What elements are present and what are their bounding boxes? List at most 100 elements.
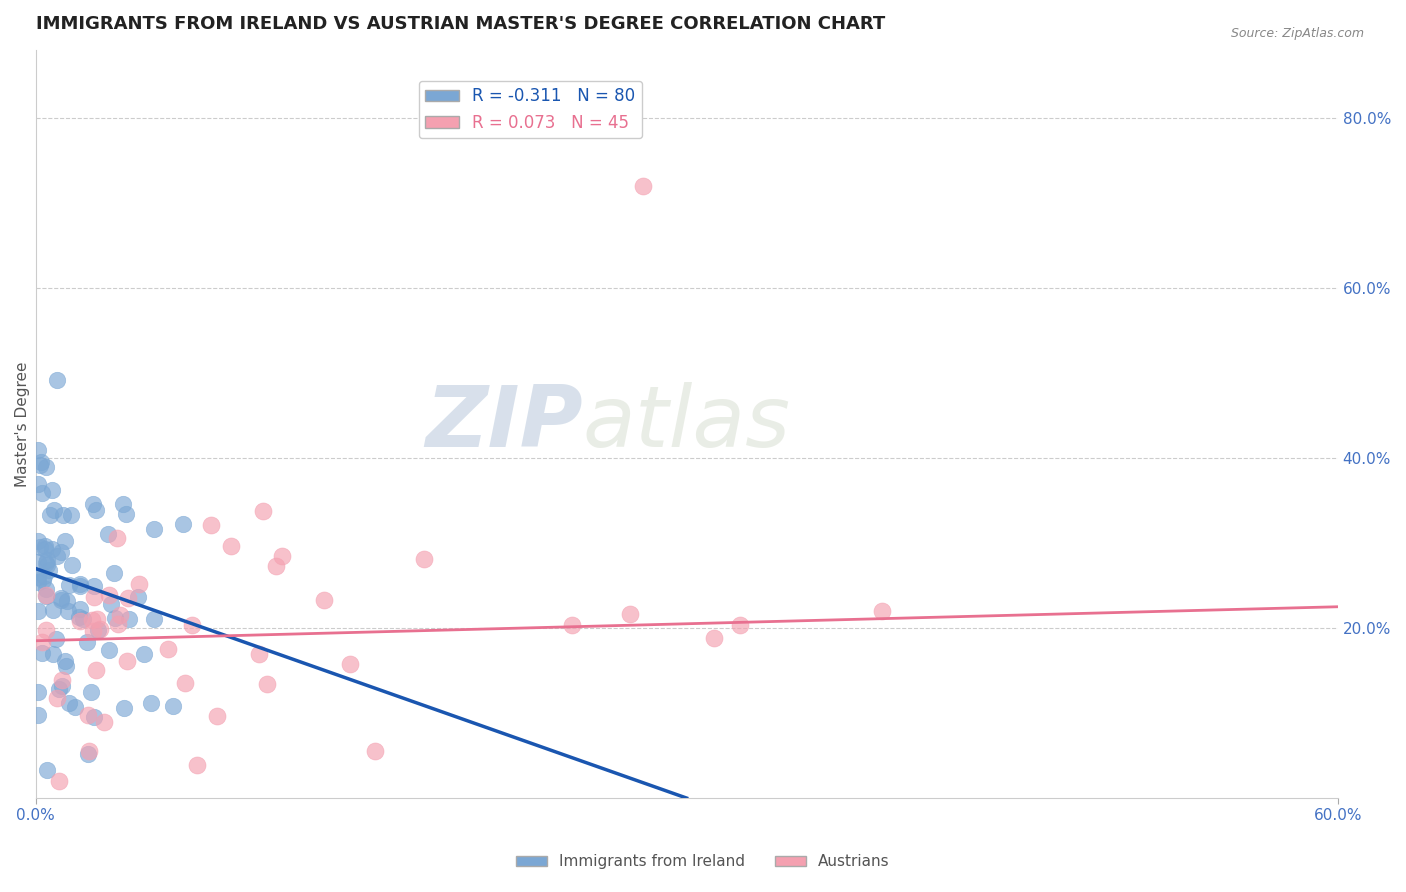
Point — [27, 442, 49, 457]
Point — [30, 541, 52, 555]
Point — [48, 774, 70, 789]
Point — [63, 700, 86, 714]
Point — [34, 582, 56, 596]
Point — [56, 604, 79, 618]
Point — [51, 679, 73, 693]
Point — [79, 744, 101, 758]
Point — [256, 676, 278, 690]
Point — [55, 594, 77, 608]
Point — [200, 517, 222, 532]
Point — [35, 588, 58, 602]
Point — [38, 508, 60, 522]
Point — [49, 545, 72, 559]
Point — [42, 503, 65, 517]
Point — [45, 632, 67, 647]
Point — [80, 684, 103, 698]
Point — [51, 673, 73, 687]
Point — [115, 654, 138, 668]
Point — [31, 486, 53, 500]
Point — [103, 566, 125, 580]
Point — [172, 516, 194, 531]
Point — [49, 591, 72, 606]
Point — [128, 576, 150, 591]
Point — [69, 577, 91, 591]
Text: ZIP: ZIP — [425, 383, 582, 466]
Point — [174, 676, 197, 690]
Point — [870, 604, 893, 618]
Point — [561, 617, 583, 632]
Point — [60, 558, 83, 573]
Point — [58, 578, 80, 592]
Text: Source: ZipAtlas.com: Source: ZipAtlas.com — [1230, 27, 1364, 40]
Point — [134, 647, 156, 661]
Point — [35, 460, 58, 475]
Point — [72, 612, 94, 626]
Legend: Immigrants from Ireland, Austrians: Immigrants from Ireland, Austrians — [510, 848, 896, 875]
Point — [219, 540, 242, 554]
Point — [619, 607, 641, 622]
Point — [83, 710, 105, 724]
Point — [97, 643, 120, 657]
Point — [77, 747, 100, 761]
Point — [314, 592, 336, 607]
Point — [52, 508, 75, 522]
Point — [58, 696, 80, 710]
Point — [339, 657, 361, 672]
Point — [32, 574, 55, 588]
Point — [38, 563, 60, 577]
Point — [69, 610, 91, 624]
Point — [41, 541, 63, 556]
Point — [53, 654, 76, 668]
Point — [141, 696, 163, 710]
Point — [205, 709, 228, 723]
Point — [27, 534, 49, 549]
Point — [34, 569, 56, 583]
Point — [156, 641, 179, 656]
Point — [55, 658, 77, 673]
Point — [112, 701, 135, 715]
Point — [27, 477, 49, 491]
Point — [86, 612, 108, 626]
Point — [247, 647, 270, 661]
Point — [27, 575, 49, 590]
Point — [35, 763, 58, 777]
Point — [118, 612, 141, 626]
Point — [114, 508, 136, 522]
Point — [27, 570, 49, 584]
Point — [37, 558, 59, 572]
Point — [35, 589, 58, 603]
Text: atlas: atlas — [582, 383, 790, 466]
Legend: R = -0.311   N = 80, R = 0.073   N = 45: R = -0.311 N = 80, R = 0.073 N = 45 — [419, 80, 643, 138]
Point — [142, 612, 165, 626]
Point — [49, 592, 72, 607]
Point — [117, 591, 139, 606]
Point — [142, 522, 165, 536]
Point — [34, 541, 56, 556]
Point — [82, 497, 104, 511]
Point — [105, 531, 128, 545]
Point — [46, 549, 69, 563]
Point — [27, 604, 49, 618]
Point — [264, 559, 287, 574]
Point — [34, 539, 56, 553]
Point — [128, 590, 150, 604]
Point — [93, 715, 115, 730]
Text: IMMIGRANTS FROM IRELAND VS AUSTRIAN MASTER'S DEGREE CORRELATION CHART: IMMIGRANTS FROM IRELAND VS AUSTRIAN MAST… — [35, 15, 884, 33]
Point — [31, 646, 53, 660]
Point — [83, 579, 105, 593]
Point — [83, 591, 105, 605]
Point — [41, 483, 63, 497]
Point — [27, 555, 49, 569]
Point — [108, 608, 131, 623]
Point — [97, 526, 120, 541]
Point — [31, 635, 53, 649]
Point — [363, 744, 385, 758]
Point — [80, 613, 103, 627]
Point — [76, 635, 98, 649]
Point — [98, 588, 121, 602]
Point — [107, 616, 129, 631]
Point — [42, 647, 65, 661]
Point — [100, 597, 122, 611]
Point — [631, 178, 654, 193]
Point — [35, 557, 58, 571]
